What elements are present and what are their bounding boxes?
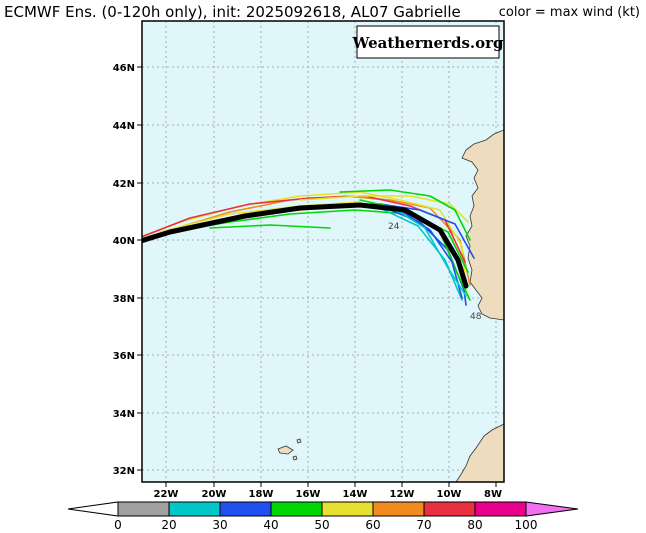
colorbar-tick: 100	[515, 518, 538, 532]
colorbar: 0 20 30 40 50 60 70 80 100	[67, 501, 579, 532]
map-title: ECMWF Ens. (0-120h only), init: 20250926…	[4, 3, 461, 21]
colorbar-segment	[117, 501, 170, 517]
colorbar-tick: 40	[263, 518, 278, 532]
lon-label: 12W	[390, 489, 415, 500]
colorbar-tick: 20	[161, 518, 176, 532]
lat-label: 34N	[113, 409, 135, 420]
lat-label: 42N	[113, 179, 135, 190]
lon-label: 10W	[437, 489, 462, 500]
colorbar-segment	[168, 501, 221, 517]
colorbar-tick: 30	[212, 518, 227, 532]
colorbar-tick: 0	[114, 518, 122, 532]
colorbar-end-right	[525, 501, 579, 517]
colorbar-segment	[270, 501, 323, 517]
graticule	[142, 21, 504, 482]
ocean	[142, 21, 504, 482]
lon-label: 16W	[296, 489, 321, 500]
land-africa	[455, 423, 504, 482]
colorbar-segment	[219, 501, 272, 517]
lon-label: 14W	[343, 489, 368, 500]
colorbar-end-left	[67, 501, 119, 517]
lon-label: 18W	[249, 489, 274, 500]
lat-label: 38N	[113, 294, 135, 305]
lat-label: 44N	[113, 121, 135, 132]
colorbar-tick: 50	[314, 518, 329, 532]
lat-label: 36N	[113, 351, 135, 362]
colorbar-segment	[321, 501, 374, 517]
colorbar-segment	[474, 501, 527, 517]
brand-text: Weathernerds.org	[351, 34, 504, 52]
land-iberia	[461, 129, 504, 321]
lon-label: 22W	[154, 489, 179, 500]
colorbar-tick: 70	[416, 518, 431, 532]
lat-axis: 46N 44N 42N 40N 38N 36N 34N 32N	[113, 63, 142, 477]
colorbar-tick: 60	[365, 518, 380, 532]
colorbar-segment	[423, 501, 476, 517]
colorbar-segment	[372, 501, 425, 517]
lon-label: 8W	[484, 489, 502, 500]
land-azores-3	[292, 455, 298, 461]
track-label-24: 24	[388, 222, 400, 232]
land-azores	[277, 445, 294, 455]
lat-label: 46N	[113, 63, 135, 74]
legend-title: color = max wind (kt)	[498, 5, 640, 20]
lat-label: 32N	[113, 466, 135, 477]
brand-box: Weathernerds.org	[351, 25, 504, 59]
lon-axis: 22W 20W 18W 16W 14W 12W 10W 8W	[154, 482, 502, 500]
ensemble-mean-track	[142, 202, 469, 289]
lon-label: 20W	[202, 489, 227, 500]
colorbar-tick: 80	[467, 518, 482, 532]
land-azores-2	[296, 438, 302, 444]
map-frame	[141, 20, 505, 483]
track-label-48: 48	[470, 312, 482, 322]
lat-label: 40N	[113, 236, 135, 247]
